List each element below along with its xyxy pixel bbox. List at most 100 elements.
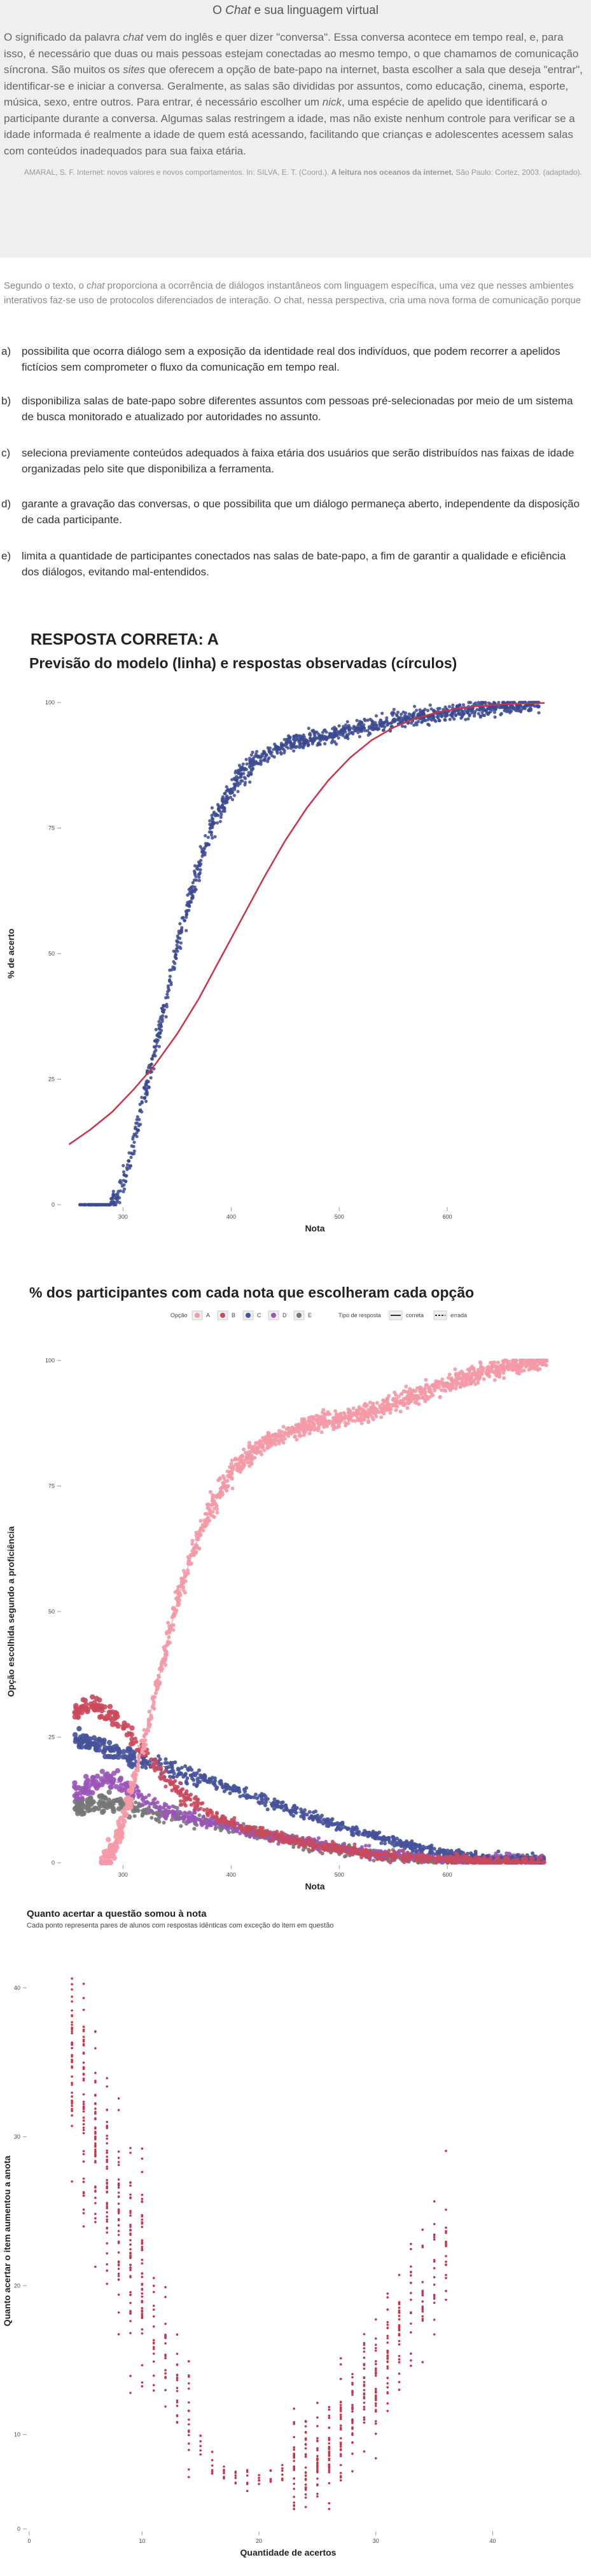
chart1-point — [149, 1076, 153, 1079]
chart1-point — [178, 922, 182, 926]
chart1-ytick-label: 75 — [48, 825, 55, 832]
chart1-point — [395, 713, 399, 716]
option-e-letter: e) — [1, 550, 11, 562]
chart1-point — [519, 709, 523, 714]
source-post: São Paulo: Cortez, 2003. (adaptado). — [453, 168, 582, 177]
chart1-point — [170, 968, 174, 971]
chart2-point — [237, 1823, 242, 1828]
chart1-point — [292, 749, 296, 753]
chart2-point — [351, 1406, 356, 1411]
chart2-point — [276, 1832, 281, 1837]
chart1-point — [157, 1020, 161, 1024]
chart1-point — [210, 806, 214, 810]
source-bold: A leitura nos oceanos da internet. — [331, 168, 454, 177]
chart2-point — [261, 1800, 265, 1805]
paragraph-segment: vem do inglês e quer dizer "conversa". E… — [4, 31, 579, 76]
chart2-point — [170, 1804, 175, 1809]
chart2-point — [360, 1850, 365, 1854]
chart1-point — [537, 705, 541, 709]
chart2-point — [185, 1776, 190, 1781]
chart1-point — [94, 1203, 97, 1207]
chart2-point — [346, 1421, 351, 1425]
chart1-point — [459, 716, 463, 720]
chart1-point — [312, 730, 316, 734]
chart1-point — [348, 728, 352, 732]
chart2-point — [94, 1696, 99, 1701]
chart1-point — [236, 790, 240, 793]
chart1-point — [171, 965, 175, 969]
chart2-point — [380, 1858, 384, 1862]
chart2-point — [219, 1828, 223, 1833]
chart2-point — [210, 1810, 214, 1814]
chart1-point — [353, 725, 357, 729]
chart2-legend-type-label: correta — [406, 1312, 424, 1319]
chart2-point — [108, 1785, 114, 1790]
chart1-point — [145, 1090, 149, 1094]
option-c[interactable]: c) seleciona previamente conteúdos adequa… — [0, 445, 591, 477]
chart1-point — [118, 1201, 122, 1205]
chart1-point — [225, 800, 229, 804]
chart1-point — [337, 731, 341, 735]
chart1-point — [298, 743, 302, 747]
option-a[interactable]: a) possibilita que ocorra diálogo sem a e… — [0, 343, 591, 375]
chart2-point — [199, 1802, 204, 1806]
option-b[interactable]: b) disponibiliza salas de bate-papo sobre… — [0, 393, 591, 425]
chart2-point — [375, 1857, 380, 1861]
chart2-point — [492, 1378, 497, 1382]
chart2-point — [398, 1856, 403, 1861]
chart2-point — [83, 1702, 89, 1708]
chart2-point — [363, 1404, 368, 1409]
chart1-point — [413, 704, 417, 708]
chart2-point — [158, 1757, 162, 1762]
chart1-point — [166, 984, 170, 988]
chart2-legend-dot — [195, 1313, 200, 1318]
chart1-point — [405, 715, 409, 718]
chart1-point — [344, 723, 348, 727]
chart1-point — [528, 705, 532, 709]
chart2-point — [156, 1754, 161, 1758]
chart2-point — [209, 1819, 213, 1823]
chart1-point — [267, 756, 271, 760]
chart1-point — [472, 702, 476, 706]
chart2-point — [125, 1758, 131, 1764]
chart1-point — [358, 722, 362, 725]
chart1-point — [153, 1050, 156, 1054]
chart2-point — [424, 1383, 429, 1387]
chart1-point — [161, 1014, 165, 1018]
chart1-point — [448, 718, 452, 722]
chart2-point — [421, 1852, 425, 1856]
chart2-ytick-label: 100 — [45, 1357, 55, 1364]
chart2-point — [366, 1419, 371, 1423]
chart2-point — [94, 1773, 101, 1779]
chart1-point — [381, 724, 385, 728]
chart2-point — [541, 1861, 545, 1865]
chart1-point — [136, 1128, 140, 1132]
chart1-point — [157, 1031, 161, 1035]
chart2-point — [102, 1753, 108, 1760]
chart1-point — [247, 765, 251, 769]
chart2-point — [218, 1779, 223, 1783]
chart1-point — [210, 816, 214, 820]
chart2-point — [179, 1824, 183, 1828]
option-d[interactable]: d) garante a gravação das conversas, o qu… — [0, 496, 591, 528]
option-e[interactable]: e) limita a quantidade de participantes c… — [0, 548, 591, 580]
chart2-point — [366, 1834, 370, 1839]
option-e-text: limita a quantidade de participantes con… — [22, 550, 566, 578]
chart2-point — [376, 1837, 380, 1840]
chart2-point — [190, 1768, 194, 1772]
chart1-point — [144, 1099, 148, 1103]
chart1-point — [111, 1192, 115, 1196]
chart1-point — [493, 715, 497, 719]
chart1-point — [165, 1005, 169, 1009]
chart1-point — [451, 703, 455, 707]
chart2-point — [240, 1827, 245, 1832]
chart1-model-line — [68, 702, 545, 1146]
chart2-point — [275, 1799, 279, 1804]
chart2-point — [360, 1832, 365, 1837]
paragraph-segment: nick — [322, 96, 342, 108]
chart2-point — [506, 1856, 511, 1861]
chart2-point — [171, 1769, 176, 1773]
chart2-point — [319, 1819, 323, 1824]
chart2-point — [106, 1837, 111, 1842]
chart1-point — [116, 1189, 120, 1193]
